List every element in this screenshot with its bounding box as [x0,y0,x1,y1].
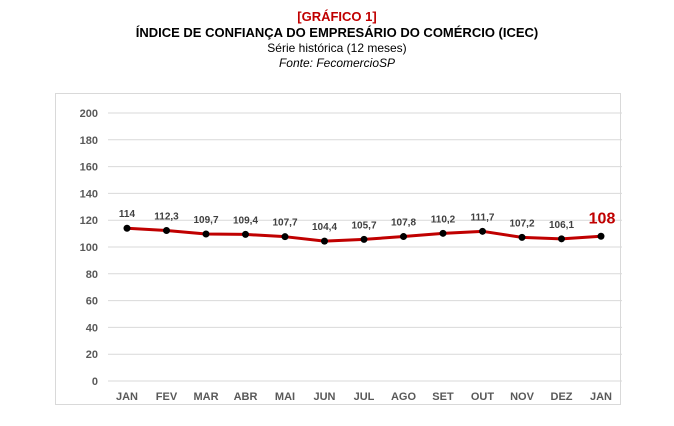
data-points [123,224,605,245]
x-tick-label: JUL [354,391,375,403]
y-axis-ticks: 0 20 40 60 80 100 120 140 160 180 200 [80,108,98,388]
chart-title: ÍNDICE DE CONFIANÇA DO EMPRESÁRIO DO COM… [135,25,539,40]
chart-tag: [GRÁFICO 1] [297,9,377,24]
y-tick-label: 120 [80,215,98,227]
x-tick-label: JAN [116,391,138,403]
gridlines [108,112,622,382]
data-point [479,227,486,235]
data-label: 111,7 [471,212,495,223]
y-tick-label: 160 [80,162,98,174]
data-point [321,237,328,245]
data-label: 114 [119,209,136,220]
data-point [518,233,526,241]
y-tick-label: 180 [80,135,98,147]
y-tick-label: 20 [86,349,98,361]
data-point [360,235,368,243]
x-tick-label: DEZ [551,391,573,403]
y-tick-label: 60 [86,296,98,308]
data-point [202,230,210,238]
data-point [400,233,407,241]
chart-frame [55,93,621,405]
x-tick-label: NOV [510,391,535,403]
chart-source: Fonte: FecomercioSP [278,56,396,70]
x-tick-label: AGO [391,391,417,403]
data-point [558,235,565,243]
data-label: 106,1 [549,220,574,231]
x-tick-label: SET [432,391,454,403]
data-point [439,229,447,237]
x-tick-label: OUT [471,391,495,403]
data-label: 105,7 [351,220,376,231]
data-point [163,227,170,235]
data-point [242,230,249,238]
data-label: 110,2 [431,214,456,225]
y-tick-label: 140 [80,188,98,200]
data-label: 107,7 [272,218,297,229]
y-tick-label: 0 [92,376,98,388]
y-tick-label: 40 [86,322,98,334]
data-labels: 114 112,3 109,7 109,4 107,7 104,4 105,7 107,8 11… [119,209,616,233]
data-label: 112,3 [154,212,179,223]
y-tick-label: 80 [86,269,98,281]
x-tick-label: JAN [590,391,612,403]
data-point [597,232,605,240]
chart-subtitle: Série histórica (12 meses) [267,41,407,55]
data-label: 107,2 [509,218,534,229]
data-point [281,233,289,241]
data-label: 109,4 [233,215,258,226]
data-label: 107,8 [391,218,416,229]
y-tick-label: 200 [80,108,98,120]
data-label: 104,4 [312,222,337,233]
x-tick-label: FEV [156,391,178,403]
data-point [123,224,131,232]
x-tick-label: JUN [313,391,335,403]
x-axis-ticks: JAN FEV MAR ABR MAI JUN JUL AGO SET OUT NOV DEZ JAN [116,391,612,403]
data-label: 108 [589,210,616,227]
y-tick-label: 100 [80,242,98,254]
x-tick-label: MAI [275,391,295,403]
x-tick-label: MAR [193,391,218,403]
data-label: 109,7 [193,215,218,226]
x-tick-label: ABR [234,391,258,403]
